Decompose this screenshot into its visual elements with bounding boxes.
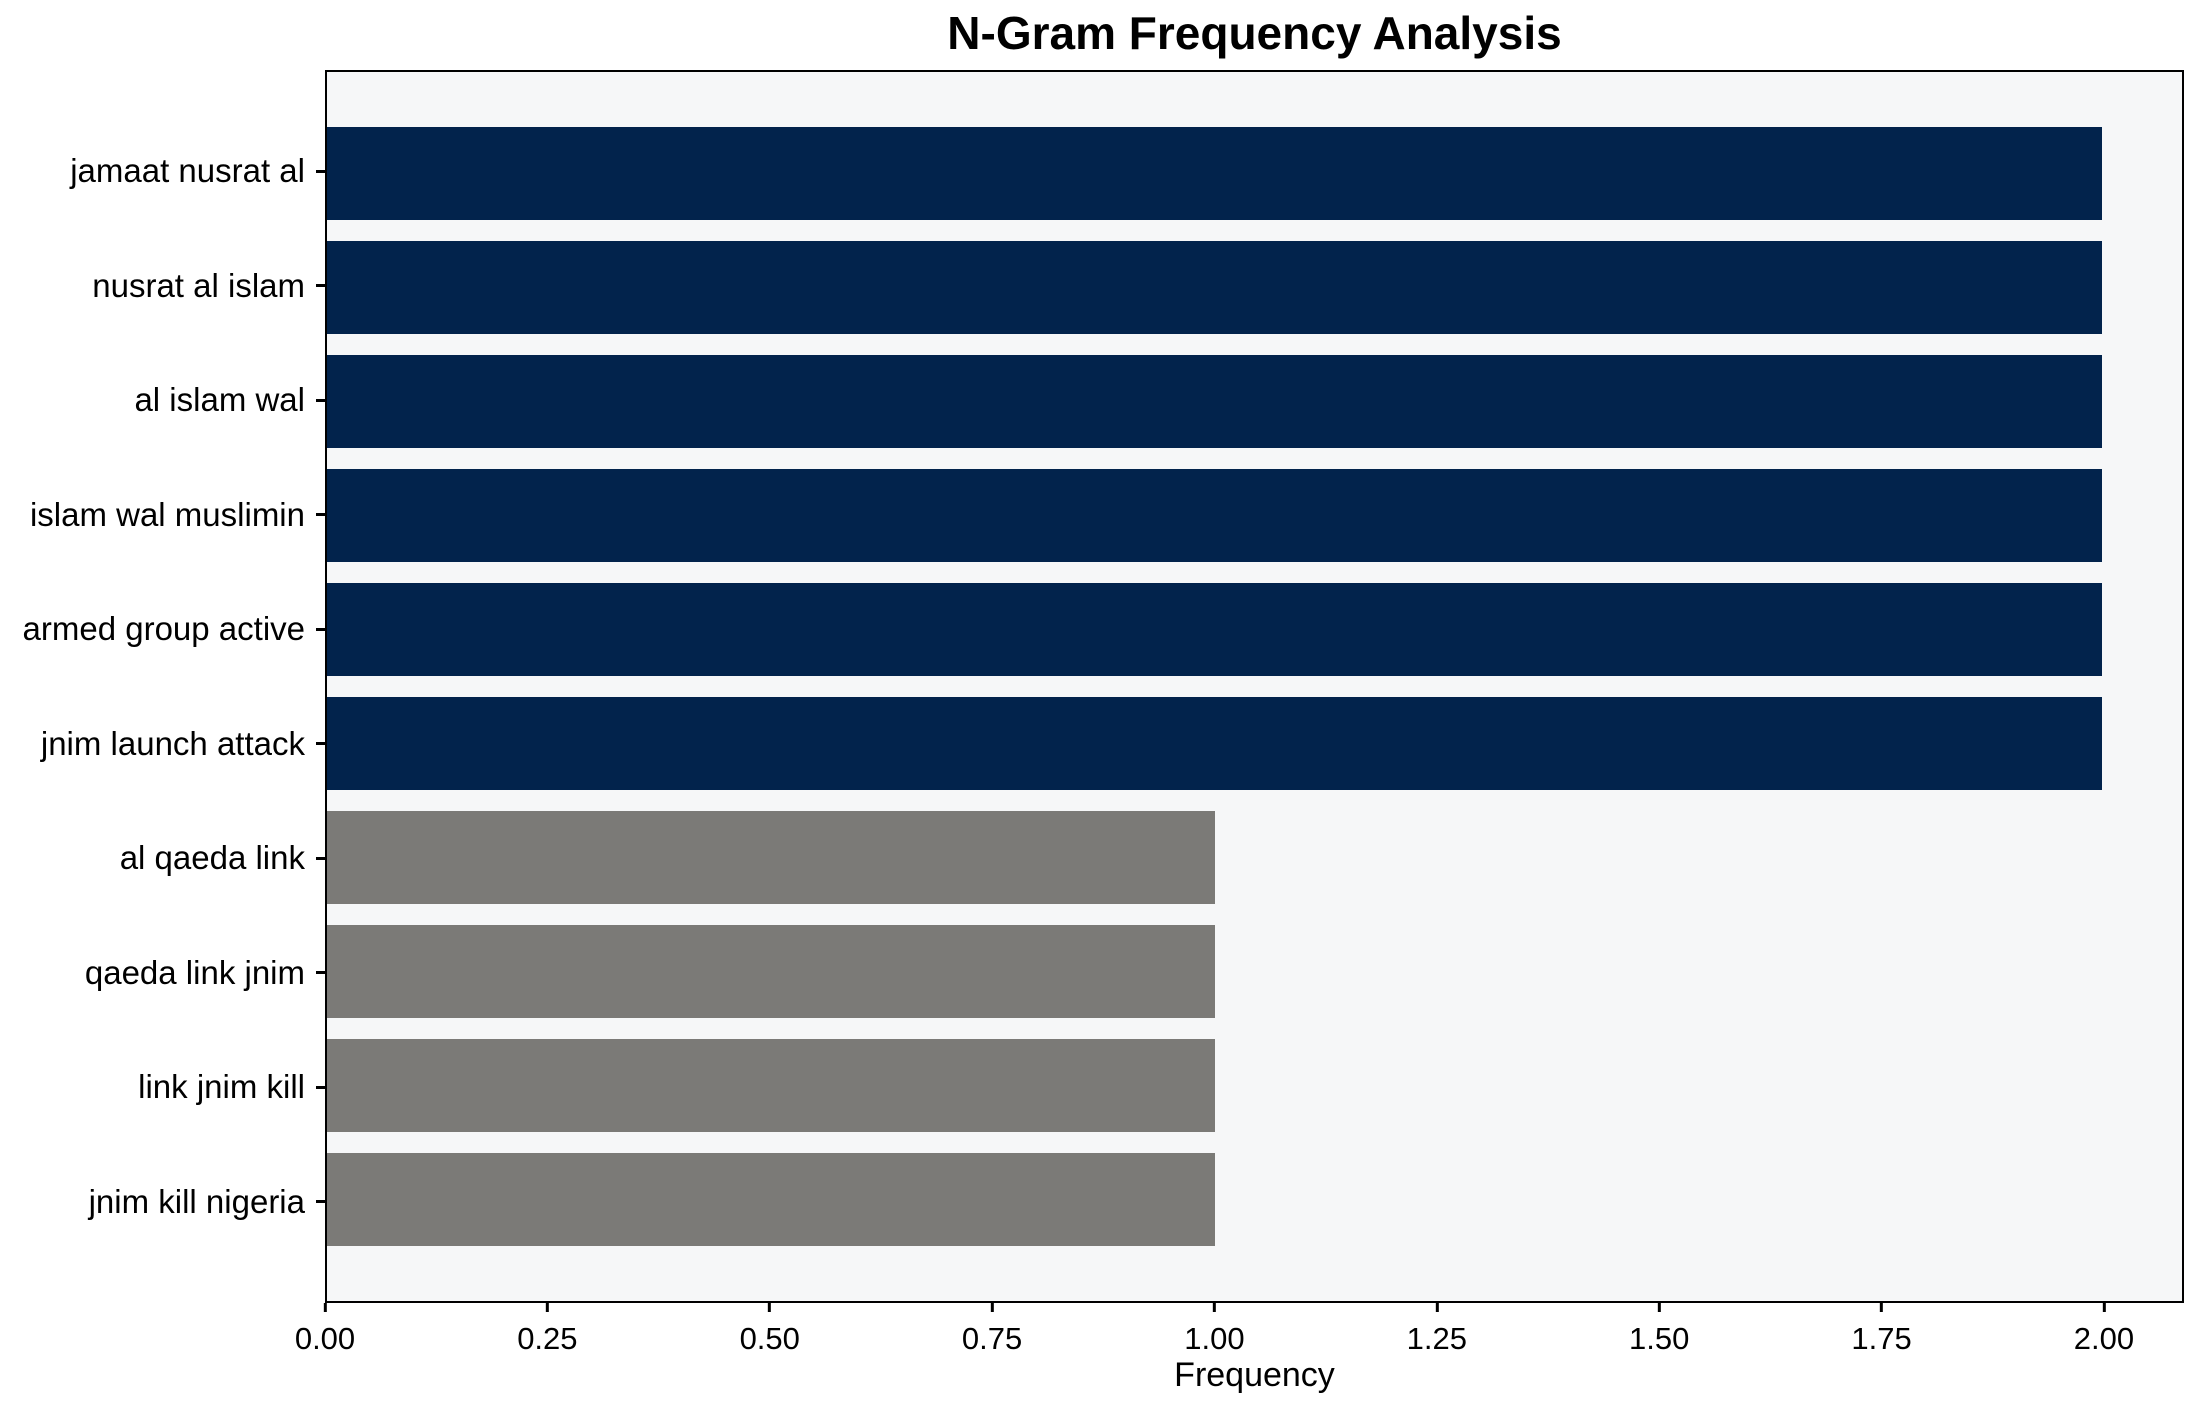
x-tick: 0.50 [740,1303,800,1357]
y-tick-mark [316,284,325,288]
bar [327,126,2103,220]
bar [327,582,2103,676]
y-tick-label: al qaeda link [119,839,305,877]
x-tick: 1.00 [1184,1303,1245,1357]
x-tick-label: 0.25 [517,1321,578,1356]
x-tick-mark [990,1303,994,1312]
x-tick-label: 1.50 [1629,1321,1690,1356]
bar-row [327,1029,2182,1143]
x-axis-title: Frequency [1174,1356,1335,1394]
bar [327,697,2103,790]
bar-row [327,915,2182,1029]
y-tick-mark [316,1200,325,1204]
bar [327,468,2103,562]
y-label-row: jamaat nusrat al [0,114,325,229]
y-label-row: jnim kill nigeria [0,1145,325,1260]
y-tick-label: jnim launch attack [40,724,305,762]
chart-title: N-Gram Frequency Analysis [947,7,1562,59]
x-tick-mark [2102,1303,2106,1312]
y-label-row: al islam wal [0,343,325,458]
bar [327,811,1215,905]
x-tick: 0.25 [517,1303,578,1357]
y-tick-mark [316,971,325,975]
x-tick-label: 0.00 [294,1321,356,1356]
bars-container [327,72,2182,1301]
bar-row [327,344,2182,458]
y-tick-mark [316,398,325,402]
bar [327,925,1215,1019]
x-tick-label: 1.00 [1184,1321,1245,1356]
y-label-row: islam wal muslimin [0,458,325,573]
y-tick-label: nusrat al islam [92,266,305,304]
bar [327,1153,1215,1247]
x-tick-mark [545,1303,549,1312]
x-tick-label: 2.00 [2073,1321,2135,1356]
y-label-row: al qaeda link [0,801,325,916]
x-tick-mark [1657,1303,1661,1312]
bar-row [327,686,2182,800]
x-tick-mark [1880,1303,1884,1312]
x-tick: 1.50 [1629,1303,1689,1357]
bar-row [327,1143,2182,1257]
y-tick-mark [316,1085,325,1089]
bar [327,1039,1215,1133]
x-tick-mark [768,1303,772,1312]
bar-row [327,116,2182,230]
x-tick-mark [323,1303,327,1312]
y-tick-label: jamaat nusrat al [70,152,305,190]
x-tick-label: 1.75 [1851,1321,1912,1356]
y-label-row: armed group active [0,572,325,687]
y-tick-mark [316,742,325,746]
y-tick-mark [316,856,325,860]
x-tick: 2.00 [2074,1303,2134,1357]
y-tick-label: islam wal muslimin [29,495,305,533]
y-label-row: jnim launch attack [0,687,325,802]
bar [327,240,2103,334]
bar-row [327,801,2182,915]
y-tick-mark [316,169,325,173]
y-tick-label: armed group active [22,610,305,648]
bar [327,354,2103,448]
bar-row [327,458,2182,572]
plot-area [325,70,2184,1303]
x-tick-mark [1212,1303,1216,1312]
bar-row [327,230,2182,344]
x-tick-label: 0.75 [961,1321,1023,1356]
y-tick-mark [316,513,325,517]
y-tick-label: al islam wal [134,381,305,419]
y-tick-label: jnim kill nigeria [88,1182,305,1220]
x-tick: 1.25 [1407,1303,1467,1357]
x-tick-label: 1.25 [1406,1321,1467,1356]
x-tick-label: 0.50 [739,1321,800,1356]
bar-row [327,572,2182,686]
y-label-row: qaeda link jnim [0,916,325,1031]
y-tick-mark [316,627,325,631]
y-tick-label: link jnim kill [138,1068,305,1106]
x-tick-mark [1435,1303,1439,1312]
y-tick-label: qaeda link jnim [84,953,305,991]
x-tick: 0.00 [295,1303,355,1357]
y-axis-labels: jamaat nusrat al nusrat al islam al islam … [0,70,325,1303]
x-tick: 0.75 [962,1303,1022,1357]
x-tick: 1.75 [1851,1303,1912,1357]
y-label-row: link jnim kill [0,1030,325,1145]
y-label-row: nusrat al islam [0,229,325,344]
